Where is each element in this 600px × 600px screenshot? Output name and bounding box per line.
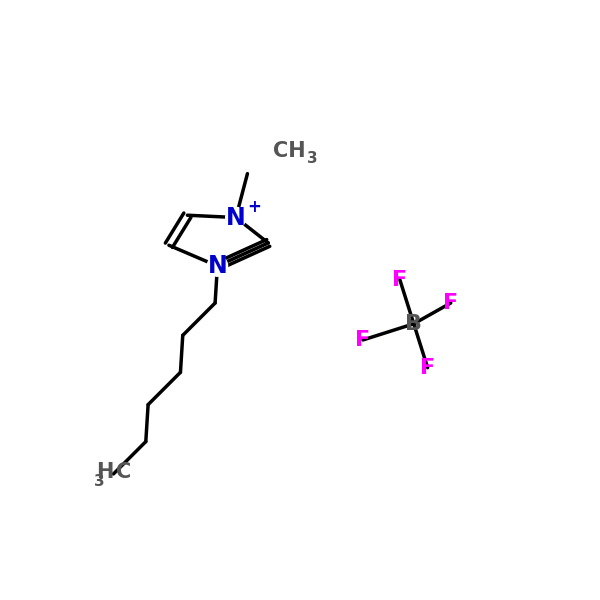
Circle shape	[226, 208, 246, 227]
Text: H: H	[96, 461, 113, 482]
Text: 3: 3	[94, 474, 104, 489]
Text: +: +	[247, 199, 262, 217]
Text: F: F	[355, 330, 371, 350]
Text: F: F	[392, 270, 407, 290]
Text: F: F	[420, 358, 435, 377]
Text: N: N	[226, 206, 246, 230]
Circle shape	[207, 256, 227, 276]
Text: CH: CH	[273, 140, 305, 161]
Text: C: C	[116, 461, 131, 482]
Text: N: N	[208, 254, 227, 278]
Text: F: F	[443, 293, 458, 313]
Text: B: B	[405, 314, 422, 334]
Text: 3: 3	[307, 151, 317, 166]
